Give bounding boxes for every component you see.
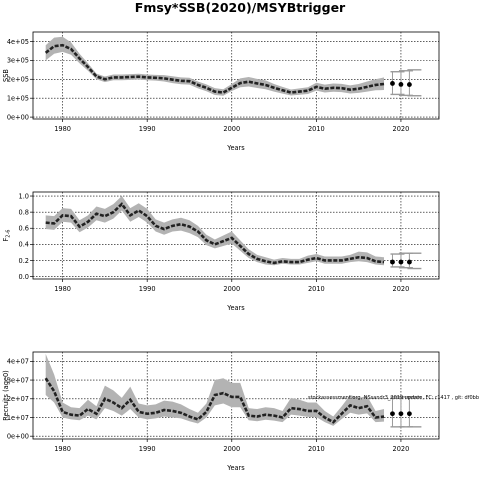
y-axis-label: Recruits (age0) (2, 370, 10, 420)
y-tick-label: 0e+00 (7, 432, 29, 440)
series-line (44, 377, 385, 424)
plot-frame (32, 351, 440, 440)
y-tick-label: 1e+05 (7, 95, 29, 103)
projection-point (390, 81, 395, 86)
x-tick-label: 2020 (393, 445, 410, 453)
projection-point (390, 259, 395, 265)
projection-point (407, 259, 412, 265)
y-tick-label: 0e+00 (7, 113, 29, 121)
page-title: Fmsy*SSB(2020)/MSYBtrigger (135, 0, 346, 15)
y-tick-label: 0.4 (19, 241, 30, 249)
x-axis-label: Years (226, 144, 245, 152)
y-tick-label: 4e+05 (7, 38, 29, 46)
x-tick-label: 1990 (139, 285, 156, 293)
y-tick-label: 4e+07 (7, 358, 29, 366)
x-tick-label: 2010 (308, 125, 325, 133)
x-tick-label: 1980 (54, 125, 71, 133)
x-tick-label: 2000 (223, 285, 240, 293)
x-tick-label: 2000 (223, 445, 240, 453)
projection-point (407, 411, 412, 417)
projection-point (398, 81, 404, 87)
f-panel: 1980 1990 2000 2010 2020 0.0 0.2 0.4 0.6 0.8 1.0 Ye… (2, 191, 440, 312)
x-axis-label: Years (226, 464, 245, 472)
y-tick-label: 0.6 (19, 225, 30, 233)
x-tick-label: 1990 (139, 125, 156, 133)
x-tick-label: 2000 (223, 125, 240, 133)
y-axis-label: F2-6 (2, 230, 12, 242)
x-tick-label: 2020 (393, 125, 410, 133)
ssb-panel: 1980 1990 2000 2010 2020 0e+00 1e+05 2e+05 3e+05… (2, 31, 440, 152)
x-tick-label: 2020 (393, 285, 410, 293)
y-axis-label: SSB (2, 69, 10, 82)
recruits-panel: 1980 1990 2000 2010 2020 0e+00 1e+07 2e+07 3e+07… (2, 351, 479, 472)
x-tick-label: 2010 (308, 285, 325, 293)
series-line (45, 202, 385, 265)
x-axis-label: Years (226, 304, 245, 312)
x-tick-label: 1990 (139, 445, 156, 453)
confidence-band (45, 196, 385, 266)
x-tick-label: 1980 (54, 285, 71, 293)
y-tick-label: 1.0 (19, 192, 30, 200)
y-tick-label: 1e+07 (7, 414, 29, 422)
y-tick-label: 2e+05 (7, 76, 29, 84)
x-tick-label: 2010 (308, 445, 325, 453)
projection-point (398, 259, 404, 265)
projection-point (407, 82, 412, 87)
y-tick-label: 0.8 (19, 208, 30, 216)
series-line (44, 43, 385, 94)
projection-point (398, 411, 404, 417)
y-tick-label: 2e+07 (7, 395, 29, 403)
plot-frame (32, 31, 440, 120)
projection-point (390, 411, 395, 417)
plot-frame (32, 191, 440, 280)
y-tick-label: 3e+07 (7, 376, 29, 384)
y-tick-label: 0.0 (19, 273, 30, 281)
y-tick-label: 0.2 (19, 257, 30, 265)
x-tick-label: 1980 (54, 445, 71, 453)
y-tick-label: 3e+05 (7, 57, 29, 65)
annotation-text: stockassessment.org, NSsandr3_2019 updat… (308, 395, 479, 401)
plot-area (33, 192, 439, 279)
